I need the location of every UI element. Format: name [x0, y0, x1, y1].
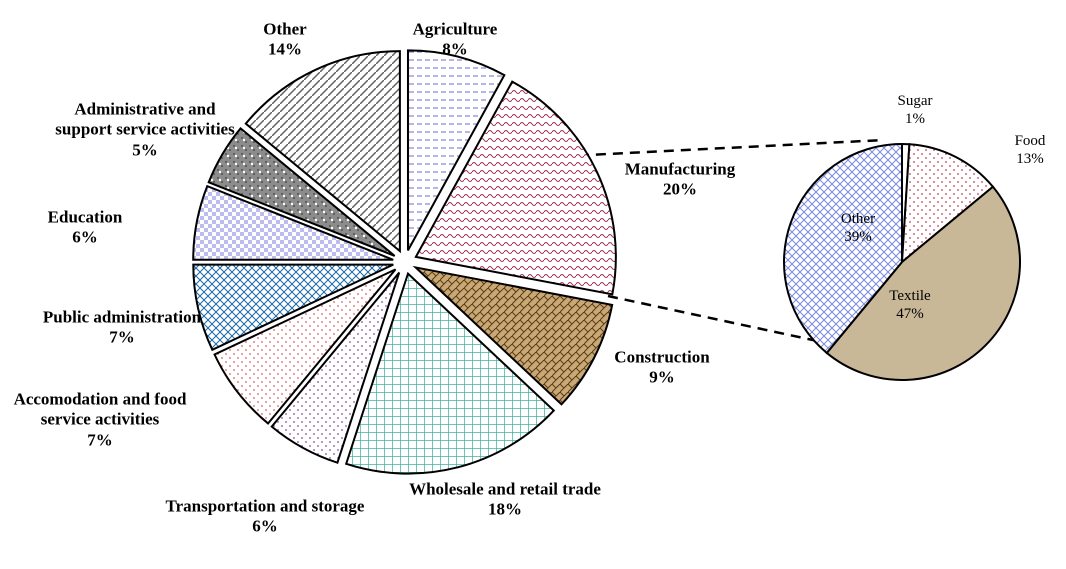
- category-label: Construction: [614, 347, 710, 367]
- category-label: Food: [1014, 133, 1046, 149]
- slice-label: Transportation and storage 6%: [165, 497, 365, 538]
- category-label: Manufacturing: [624, 159, 736, 179]
- category-label: Transportation and storage: [165, 496, 365, 516]
- value-label: 39%: [844, 229, 872, 245]
- category-label: Agriculture: [412, 19, 498, 39]
- pie-slice: [414, 80, 617, 296]
- slice-label: Accomodation and food service activities…: [0, 389, 200, 450]
- value-label: 6%: [252, 517, 278, 536]
- value-label: 6%: [72, 228, 98, 247]
- slice-label: Other 14%: [185, 20, 385, 61]
- value-label: 14%: [268, 40, 302, 59]
- pie-slice: [213, 268, 397, 425]
- value-label: 47%: [896, 306, 924, 322]
- category-label: Accomodation and food service activities: [13, 389, 187, 429]
- slice-label: Agriculture 8%: [355, 20, 555, 61]
- pie-slice: [192, 184, 394, 261]
- value-label: 8%: [442, 40, 468, 59]
- slice-label: Construction 9%: [562, 348, 762, 389]
- category-label: Education: [47, 207, 123, 227]
- pie-slice: [244, 50, 401, 254]
- category-label: Wholesale and retail trade: [409, 479, 601, 499]
- slice-label: Other 39%: [818, 210, 898, 246]
- slice-label: Administrative and support service activ…: [45, 99, 245, 160]
- category-label: Administrative and support service activ…: [55, 99, 235, 139]
- slice-label: Manufacturing 20%: [580, 160, 780, 201]
- pie-slice: [412, 265, 614, 406]
- pie-slice: [344, 271, 556, 475]
- value-label: 18%: [488, 500, 522, 519]
- slice-label: Public administration 7%: [22, 308, 222, 349]
- pie-slice: [192, 263, 394, 352]
- slice-label: Sugar 1%: [875, 92, 955, 128]
- value-label: 7%: [109, 328, 135, 347]
- value-label: 5%: [132, 140, 158, 160]
- pie-slice: [406, 49, 506, 251]
- category-label: Other: [263, 19, 307, 39]
- value-label: 1%: [905, 111, 925, 127]
- connector-line: [607, 294, 837, 347]
- slice-label: Textile 47%: [870, 287, 950, 323]
- pie-slice: [900, 143, 995, 265]
- category-label: Public administration: [42, 307, 202, 327]
- value-label: 9%: [649, 368, 675, 387]
- slice-label: Food 13%: [990, 132, 1066, 168]
- category-label: Textile: [889, 288, 931, 304]
- value-label: 7%: [87, 430, 113, 450]
- pie-slice: [207, 126, 396, 257]
- value-label: 13%: [1016, 151, 1044, 167]
- category-label: Other: [840, 211, 876, 227]
- pie-slice: [270, 271, 401, 464]
- category-label: Sugar: [897, 93, 933, 109]
- slice-label: Wholesale and retail trade 18%: [405, 480, 605, 521]
- slice-label: Education 6%: [0, 208, 185, 249]
- value-label: 20%: [663, 180, 697, 199]
- pie-slice: [783, 142, 903, 355]
- pie-slice: [825, 185, 1021, 381]
